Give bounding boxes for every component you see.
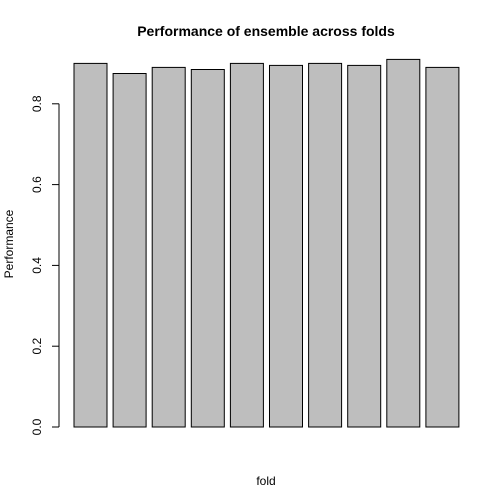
chart-title: Performance of ensemble across folds: [137, 23, 395, 39]
bar-fold-3: [151, 66, 186, 428]
x-axis-label: fold: [256, 474, 275, 488]
bar-fold-5: [229, 62, 264, 428]
y-tick-label: 0.2: [30, 338, 44, 355]
y-tick-label: 0.8: [30, 95, 44, 112]
y-tick-label: 0.4: [30, 257, 44, 274]
y-axis-label: Performance: [2, 209, 16, 278]
bar-fold-6: [269, 64, 303, 428]
bar-fold-10: [425, 66, 460, 428]
bar-fold-4: [190, 69, 225, 428]
bar-fold-2: [112, 73, 147, 428]
bars-group: [73, 58, 460, 428]
y-tick-label: 0.0: [30, 418, 44, 435]
bar-fold-9: [386, 58, 421, 428]
y-tick-label: 0.6: [30, 176, 44, 193]
y-axis: 0.0 0.2 0.4 0.6 0.8: [30, 95, 60, 435]
bar-fold-7: [308, 62, 343, 428]
bar-fold-1: [73, 62, 108, 428]
bar-fold-8: [347, 64, 382, 428]
